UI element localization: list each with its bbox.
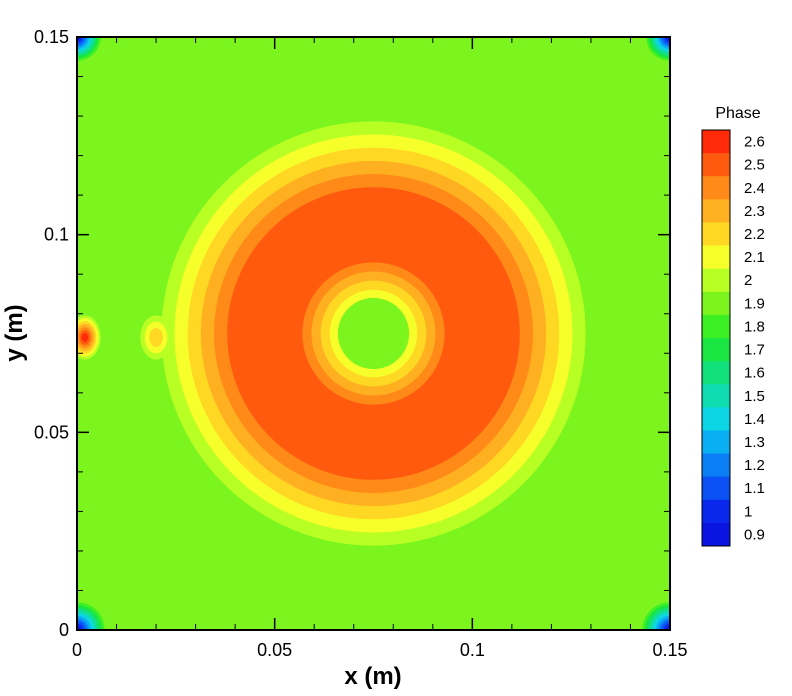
colorbar-label: 1.6 <box>744 365 765 382</box>
colorbar-swatch <box>702 476 730 501</box>
x-tick-label: 0.1 <box>460 640 485 660</box>
x-tick-label: 0.05 <box>257 640 292 660</box>
plot-frame <box>76 36 671 631</box>
colorbar-swatch <box>702 430 730 455</box>
legend-title: Phase <box>715 105 760 122</box>
x-tick-label: 0.15 <box>652 640 687 660</box>
colorbar-label: 2.5 <box>744 157 765 174</box>
colorbar-label: 1.7 <box>744 342 765 359</box>
edge-spot <box>81 333 89 342</box>
colorbar-label: 1.5 <box>744 388 765 405</box>
center-spot <box>337 297 410 370</box>
colorbar-swatch <box>702 153 730 177</box>
colorbar-label: 1.8 <box>744 318 765 335</box>
colorbar-swatch <box>702 338 730 362</box>
colorbar-label: 1.4 <box>744 411 765 428</box>
colorbar-swatch <box>702 176 730 200</box>
colorbar-swatch <box>702 407 730 431</box>
colorbar-frame <box>701 129 731 547</box>
colorbar-label: 2.2 <box>744 226 765 243</box>
colorbar-labels: 2.6 2.5 2.4 2.3 2.2 2.1 2 1.9 1.8 1.7 1.6 1.5 1.4 1.3… <box>744 134 765 544</box>
colorbar-swatch <box>702 522 730 547</box>
colorbar-label: 0.9 <box>744 526 765 543</box>
colorbar-swatch <box>702 222 730 247</box>
edge-spot <box>149 327 163 347</box>
colorbar-swatch <box>702 361 730 385</box>
colorbar-swatches <box>701 129 731 547</box>
x-tick-label: 0 <box>72 640 82 660</box>
contour-features <box>77 37 670 630</box>
colorbar-label: 2.3 <box>744 203 765 220</box>
colorbar-swatch <box>702 453 730 478</box>
colorbar-legend: Phase 2.6 2.5 2.4 2.3 2.2 2.1 2 1.9 1.8 1.7 1.6 1.5… <box>701 105 765 547</box>
colorbar-label: 1.2 <box>744 457 765 474</box>
colorbar-swatch <box>702 384 730 408</box>
colorbar-label: 1 <box>744 503 752 520</box>
colorbar-label: 2.1 <box>744 249 765 266</box>
colorbar-swatch <box>702 314 730 339</box>
colorbar-swatch <box>702 245 730 270</box>
y-tick-label: 0 <box>59 620 69 640</box>
y-axis-title: y (m) <box>1 304 28 361</box>
x-axis-title: x (m) <box>344 663 401 690</box>
colorbar-swatch <box>702 130 730 154</box>
colorbar-swatch <box>702 499 730 524</box>
colorbar-label: 1.1 <box>744 480 765 497</box>
y-tick-label: 0.05 <box>34 422 69 442</box>
colorbar-label: 2.4 <box>744 180 765 197</box>
colorbar-label: 2 <box>744 272 752 289</box>
y-tick-label: 0.1 <box>44 225 69 245</box>
colorbar-swatch <box>702 291 730 316</box>
y-tick-label: 0.15 <box>34 27 69 47</box>
colorbar-label: 2.6 <box>744 134 765 151</box>
colorbar-label: 1.9 <box>744 295 765 312</box>
y-axis: 0 0.05 0.1 0.15 <box>34 27 670 640</box>
plot-area <box>77 37 670 630</box>
x-axis: 0 0.05 0.1 0.15 <box>72 37 688 660</box>
colorbar-label: 1.3 <box>744 434 765 451</box>
colorbar-swatch <box>702 199 730 223</box>
colorbar-swatch <box>702 268 730 293</box>
